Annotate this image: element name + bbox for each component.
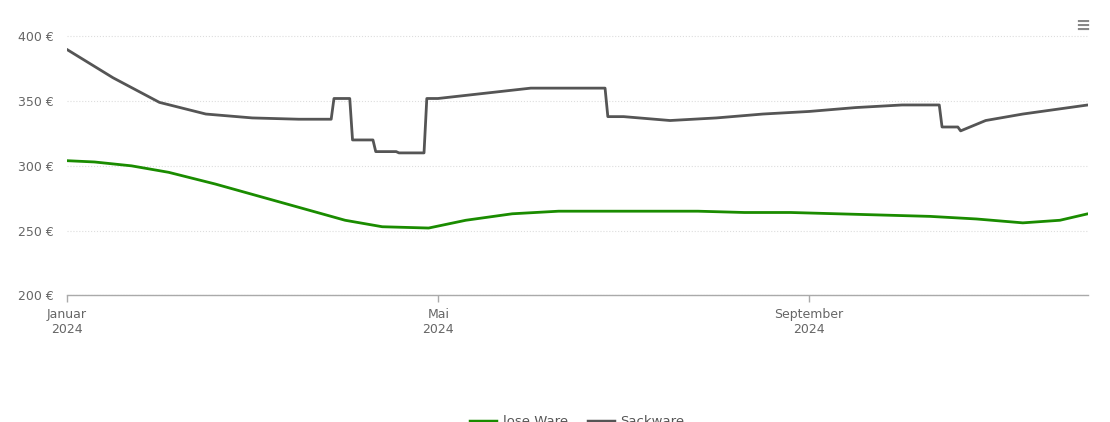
Text: ≡: ≡	[1074, 17, 1090, 35]
Legend: lose Ware, Sackware: lose Ware, Sackware	[464, 410, 690, 422]
